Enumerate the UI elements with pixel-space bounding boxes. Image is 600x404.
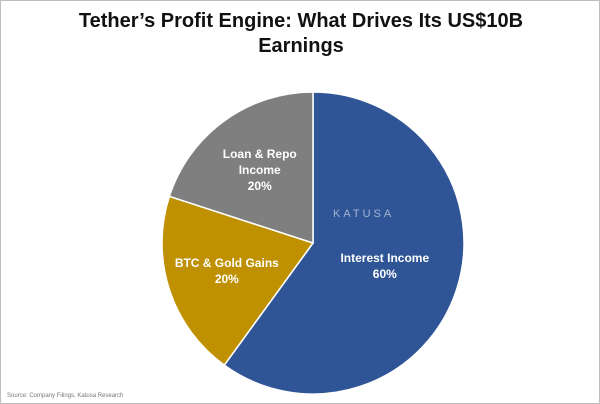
slice-label: BTC & Gold Gains 20% <box>172 255 282 287</box>
watermark: KATUSA <box>333 208 395 220</box>
slice-name: Interest Income <box>340 251 430 266</box>
pie-slice <box>161 195 315 367</box>
slice-value: 20% <box>214 271 239 286</box>
pie-slice <box>168 91 314 245</box>
slice-name: Loan & Repo Income <box>222 146 297 177</box>
chart-title: Tether’s Profit Engine: What Drives Its … <box>78 10 524 57</box>
pie-slice <box>223 91 465 395</box>
source-note: Source: Company Filings, Katusa Research <box>7 393 124 399</box>
slice-name: BTC & Gold Gains <box>174 255 279 270</box>
slice-value: 60% <box>372 267 397 282</box>
slice-value: 20% <box>247 178 272 193</box>
slice-label: Loan & Repo Income 20% <box>205 146 315 194</box>
slice-label: Interest Income 60% <box>330 250 440 282</box>
